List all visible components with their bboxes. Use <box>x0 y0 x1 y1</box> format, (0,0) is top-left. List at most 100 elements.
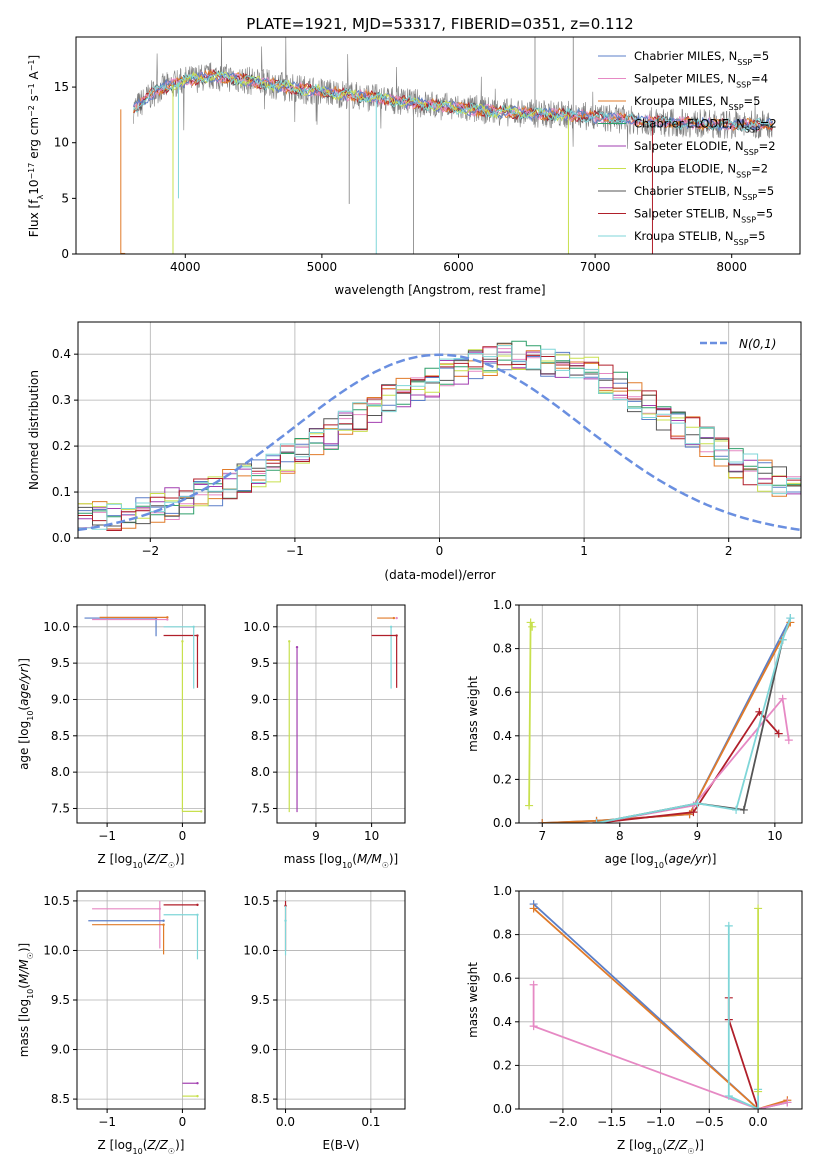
data-point <box>166 618 169 621</box>
legend-label: Salpeter STELIB, NSSP=5 <box>634 207 773 225</box>
y-tick-label: 9.0 <box>251 692 270 706</box>
y-tick-label: 10 <box>54 136 69 150</box>
y-axis-label: Normed distribution <box>27 370 41 490</box>
y-tick-label: 10.0 <box>43 943 70 957</box>
x-tick-label: −1 <box>286 544 304 558</box>
y-axis-label: mass weight <box>466 962 480 1038</box>
y-tick-label: 0.6 <box>493 685 512 699</box>
x-axis-label: mass [log10(M/M☉)] <box>284 852 399 870</box>
y-tick-label: 0.0 <box>52 531 71 545</box>
y-tick-label: 8.5 <box>51 1092 70 1106</box>
legend-label: Chabrier MILES, NSSP=5 <box>634 49 769 67</box>
x-tick-label: 7000 <box>580 260 611 274</box>
y-tick-label: 0.0 <box>493 1102 512 1116</box>
data-point <box>284 919 287 922</box>
series-line-kroupa-elodie <box>528 622 534 806</box>
panel-mass-weight-vs-age: 7 8 9 10 0.0 0.2 0.4 0.6 0.8 1.0 age [log10(age/yr… <box>466 598 803 870</box>
x-axis-label: Z [log10(Z/Z☉)] <box>98 852 185 870</box>
panel-age-vs-mass: 9 10 7.5 8.0 8.5 9.0 9.5 10.0 mass [log10(M/M☉)] <box>243 604 406 870</box>
x-tick-label: 8 <box>616 829 624 843</box>
point-marker <box>754 1105 763 1109</box>
x-tick-label: 0.0 <box>276 1115 295 1129</box>
y-tick-label: 9.0 <box>251 1043 270 1057</box>
data-point <box>196 1094 199 1098</box>
point-marker <box>538 819 547 823</box>
x-tick-label: 0.1 <box>361 1115 380 1129</box>
y-tick-label: 10.0 <box>43 620 70 634</box>
data-point <box>389 625 393 628</box>
y-tick-label: 8.0 <box>251 765 270 779</box>
point-marker <box>592 819 601 823</box>
y-tick-label: 8.0 <box>51 765 70 779</box>
series-line-salpeter-stelib <box>596 710 780 823</box>
data-point <box>162 923 165 926</box>
axes-frame <box>276 604 406 824</box>
legend-label: Chabrier ELODIE, NSSP=2 <box>634 117 777 135</box>
x-tick-label: 10 <box>364 829 379 843</box>
y-tick-label: 0.2 <box>52 439 71 453</box>
point-marker <box>526 618 535 627</box>
plot-area <box>88 900 199 1098</box>
series-line-salpeter-stelib <box>727 997 759 1109</box>
data-point <box>288 640 291 643</box>
x-tick-label: −0.5 <box>695 1115 724 1129</box>
data-point <box>395 634 398 637</box>
point-marker <box>529 1022 538 1031</box>
y-axis-label: Flux [fλ10−17 erg cm−2 s−1 A−1] <box>27 55 45 237</box>
x-axis-label: (data-model)/error <box>384 568 495 582</box>
x-axis-label: E(B-V) <box>322 1138 359 1152</box>
data-point <box>200 810 203 813</box>
x-axis-label: Z [log10(Z/Z☉)] <box>617 1138 704 1156</box>
y-tick-label: 9.5 <box>51 656 70 670</box>
y-tick-label: 9.0 <box>51 1043 70 1057</box>
data-point <box>166 616 169 619</box>
y-tick-label: 9.5 <box>251 656 270 670</box>
y-tick-label: 15 <box>54 80 69 94</box>
model-line-salpeter-miles <box>132 70 773 132</box>
x-axis-label: age [log10(age/yr)] <box>605 852 717 870</box>
y-tick-label: 10.0 <box>243 943 270 957</box>
y-tick-label: 0.4 <box>493 1015 512 1029</box>
panel-mass-vs-ebv: 0.0 0.1 8.5 9.0 9.5 10.0 10.5 E(B-V) <box>243 890 406 1152</box>
point-marker <box>732 805 741 814</box>
y-axis-label: mass weight <box>466 676 480 752</box>
plot-area <box>120 37 774 254</box>
x-tick-label: 7 <box>538 829 546 843</box>
y-axis-label: age [log10(age/yr)] <box>17 658 35 770</box>
point-marker <box>754 1087 763 1096</box>
y-tick-label: 0.6 <box>493 971 512 985</box>
x-tick-label: 0.0 <box>749 1115 768 1129</box>
y-tick-label: 1.0 <box>493 598 512 612</box>
data-point <box>158 907 162 911</box>
series-line-kroupa-miles <box>533 907 788 1109</box>
legend-label: N(0,1) <box>739 337 776 351</box>
y-tick-label: 9.5 <box>51 993 70 1007</box>
point-marker <box>754 904 763 913</box>
y-tick-label: 8.5 <box>51 729 70 743</box>
y-tick-label: 0 <box>61 247 69 261</box>
x-tick-label: 8000 <box>716 260 747 274</box>
y-tick-label: 7.5 <box>251 801 270 815</box>
x-axis-label: wavelength [Angstrom, rest frame] <box>334 283 545 297</box>
plot-area <box>84 616 203 813</box>
x-tick-label: 0 <box>179 1115 187 1129</box>
data-point <box>295 645 299 649</box>
x-tick-label: 0 <box>436 544 444 558</box>
y-tick-label: 0.8 <box>493 642 512 656</box>
data-point <box>162 919 165 922</box>
x-tick-label: 2 <box>725 544 733 558</box>
point-marker <box>528 622 537 631</box>
x-tick-label: 4000 <box>170 260 201 274</box>
point-marker <box>724 1091 733 1100</box>
data-point <box>196 913 199 916</box>
x-tick-label: 9 <box>694 829 702 843</box>
panel-mass-weight-vs-z: −2.0 −1.5 −1.0 −0.5 0.0 0.0 0.2 0.4 0.6 0.8 1.0 Z [… <box>466 884 803 1156</box>
legend-label: Kroupa STELIB, NSSP=5 <box>634 229 765 247</box>
y-tick-label: 0.4 <box>52 347 71 361</box>
panel-residuals: −2 −1 0 1 2 0.0 0.1 0.2 0.3 0.4 (data-model)/error… <box>27 321 802 582</box>
panel-spectrum: 4000 5000 6000 7000 8000 0 5 10 15 wavelength [An… <box>27 36 801 297</box>
x-axis-label: Z [log10(Z/Z☉)] <box>98 1138 185 1156</box>
point-marker <box>525 801 534 810</box>
x-tick-label: −2 <box>141 544 159 558</box>
